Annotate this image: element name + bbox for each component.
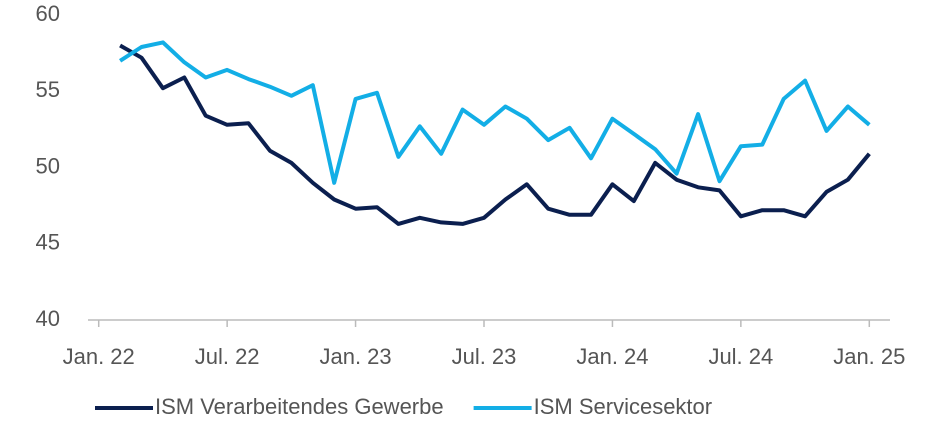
y-tick-label: 60 [36,1,60,26]
x-tick-label: Jul. 23 [452,344,517,369]
y-tick-label: 40 [36,306,60,331]
x-tick-label: Jul. 22 [195,344,260,369]
y-tick-label: 45 [36,230,60,255]
x-tick-label: Jan. 22 [63,344,135,369]
y-tick-label: 55 [36,77,60,102]
x-tick-label: Jan. 23 [319,344,391,369]
legend-label: ISM Servicesektor [534,394,713,419]
series-line [119,40,871,185]
legend-label: ISM Verarbeitendes Gewerbe [155,394,444,419]
series-line [119,43,871,226]
x-tick-label: Jan. 25 [833,344,905,369]
x-tick-label: Jan. 24 [576,344,648,369]
x-tick-label: Jul. 24 [708,344,773,369]
y-tick-label: 50 [36,153,60,178]
